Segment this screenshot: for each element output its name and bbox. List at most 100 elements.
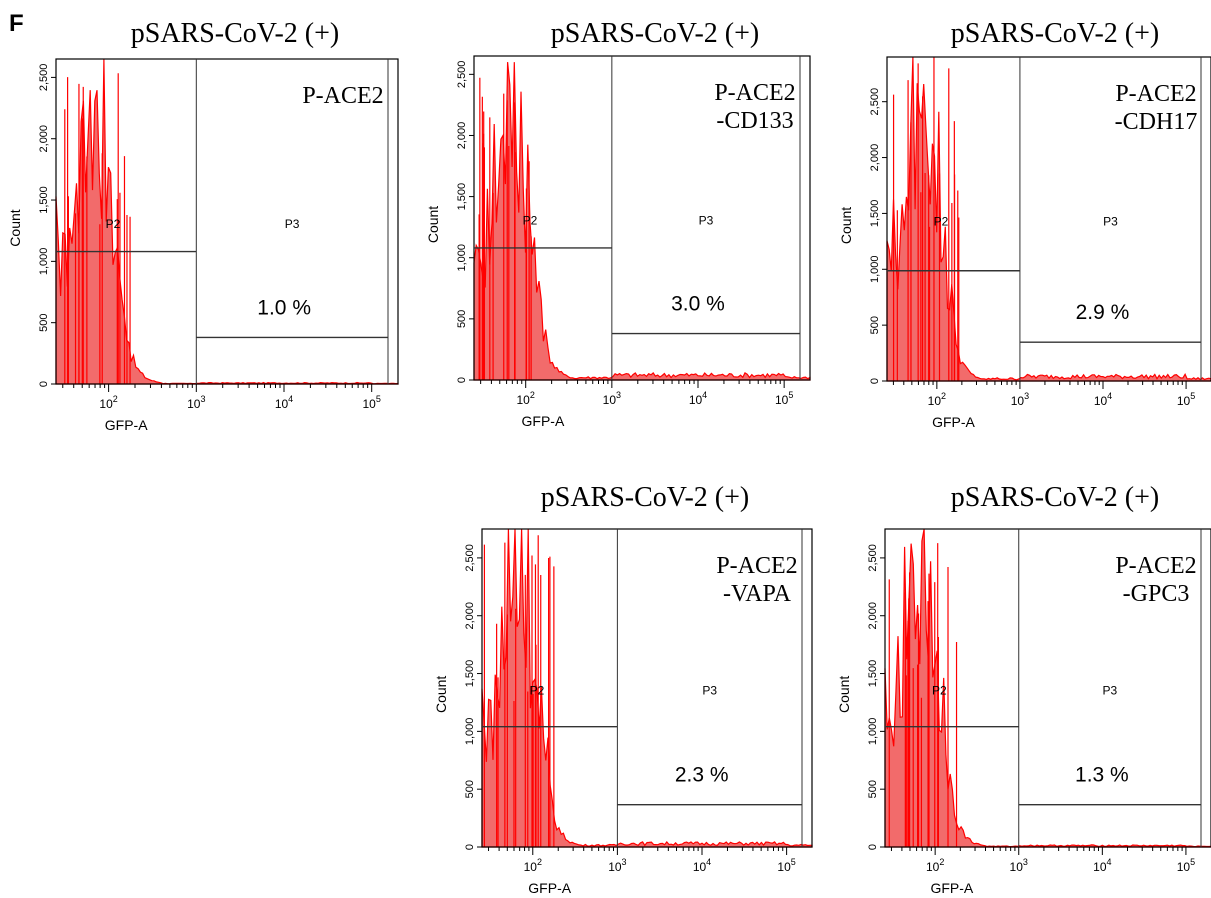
chart-title: pSARS-CoV-2 (+): [541, 482, 749, 513]
histogram-area: [55, 58, 399, 385]
chart-title: pSARS-CoV-2 (+): [551, 18, 759, 49]
x-tick-label: 104: [693, 857, 711, 874]
y-tick-label: 0: [867, 844, 879, 850]
y-tick-label: 1,000: [38, 248, 50, 276]
gate-label: P2: [106, 217, 121, 231]
gate-percent-label: 3.0 %: [671, 293, 725, 316]
sample-label: -CD133: [716, 108, 793, 134]
y-tick-label: 2,000: [867, 602, 879, 630]
x-tick-label: 104: [1094, 391, 1112, 408]
y-tick-label: 1,500: [464, 660, 476, 688]
gate-label: P2: [523, 213, 538, 227]
x-tick-label: 104: [1093, 857, 1111, 874]
gate-percent-label: 1.0 %: [257, 296, 311, 319]
gate-label: P3: [1103, 683, 1118, 697]
x-tick-label: 102: [99, 394, 117, 411]
y-tick-label: 2,500: [38, 64, 50, 92]
panel-label: F: [9, 10, 24, 37]
y-tick-label: 2,000: [464, 602, 476, 630]
x-tick-label: 105: [777, 857, 795, 874]
plot-frame: [473, 55, 811, 381]
y-tick-label: 1,500: [456, 183, 468, 211]
y-axis-label: Count: [425, 206, 441, 243]
y-tick-label: 0: [464, 844, 476, 850]
x-tick-label: 103: [608, 857, 626, 874]
y-tick-label: 1,000: [867, 718, 879, 746]
x-tick-label: 102: [517, 390, 535, 407]
histogram-panel-4: pSARS-CoV-2 (+) P2 P3 2.3 % P-ACE2-VAPA 0 500 1…: [433, 482, 813, 896]
histogram-panel-3: pSARS-CoV-2 (+) P2 P3 2.9 % P-ACE2-CDH17 0 500…: [838, 18, 1211, 430]
gate-label: P2: [530, 683, 545, 697]
y-axis-label: Count: [836, 676, 852, 713]
x-axis-label: GFP-A: [528, 880, 571, 896]
y-tick-label: 500: [464, 780, 476, 798]
gate-label: P3: [1103, 214, 1118, 228]
gate-percent-label: 1.3 %: [1075, 764, 1129, 787]
sample-label: -VAPA: [723, 581, 792, 607]
gate-percent-label: 2.3 %: [675, 764, 729, 787]
y-tick-label: 0: [456, 377, 468, 383]
x-tick-label: 102: [926, 857, 944, 874]
chart-title: pSARS-CoV-2 (+): [951, 18, 1159, 49]
y-tick-label: 0: [38, 381, 50, 387]
y-tick-label: 500: [38, 313, 50, 331]
histogram-panel-2: pSARS-CoV-2 (+) P2 P3 3.0 % P-ACE2-CD133 0 500…: [425, 18, 811, 429]
gate-label: P3: [702, 683, 717, 697]
x-tick-label: 104: [689, 390, 707, 407]
x-axis-label: GFP-A: [930, 880, 973, 896]
x-tick-label: 105: [363, 394, 381, 411]
sample-label: P-ACE2: [1115, 553, 1196, 579]
sample-label: P-ACE2: [302, 83, 383, 109]
x-axis-label: GFP-A: [105, 417, 148, 433]
histogram-panel-5: pSARS-CoV-2 (+) P2 P3 1.3 % P-ACE2-GPC3 0 500 1…: [836, 482, 1211, 896]
y-tick-label: 1,000: [464, 718, 476, 746]
chart-title: pSARS-CoV-2 (+): [131, 18, 339, 49]
y-axis-label: Count: [838, 207, 854, 244]
y-tick-label: 1,000: [869, 256, 881, 284]
y-axis-label: Count: [433, 676, 449, 713]
x-tick-label: 103: [1010, 857, 1028, 874]
x-tick-label: 105: [1177, 857, 1195, 874]
y-tick-label: 0: [869, 378, 881, 384]
x-tick-label: 102: [928, 391, 946, 408]
sample-label: -CDH17: [1115, 109, 1198, 135]
y-tick-label: 1,500: [38, 186, 50, 214]
y-tick-label: 2,000: [456, 122, 468, 150]
y-tick-label: 1,000: [456, 244, 468, 272]
x-tick-label: 103: [603, 390, 621, 407]
plot-frame: [55, 58, 399, 385]
plot-frame: [884, 528, 1211, 848]
y-tick-label: 2,500: [464, 544, 476, 572]
gate-label: P2: [932, 683, 947, 697]
y-tick-label: 2,000: [38, 125, 50, 153]
histogram-panel-1: pSARS-CoV-2 (+) P2 P3 1.0 % P-ACE2 0 500 1,000 1…: [7, 18, 399, 433]
x-tick-label: 102: [524, 857, 542, 874]
plot-frame: [886, 56, 1211, 382]
sample-label: P-ACE2: [716, 553, 797, 579]
y-tick-label: 500: [867, 780, 879, 798]
y-tick-label: 1,500: [869, 200, 881, 228]
gate-label: P2: [934, 214, 949, 228]
y-tick-label: 500: [456, 310, 468, 328]
y-tick-label: 2,000: [869, 144, 881, 172]
y-tick-label: 2,500: [456, 61, 468, 89]
y-tick-label: 2,500: [869, 88, 881, 116]
gate-label: P3: [699, 213, 714, 227]
sample-label: P-ACE2: [1115, 81, 1196, 107]
x-tick-label: 105: [775, 390, 793, 407]
sample-label: P-ACE2: [714, 80, 795, 106]
plot-frame: [481, 528, 813, 848]
gate-percent-label: 2.9 %: [1076, 301, 1130, 324]
x-tick-label: 104: [275, 394, 293, 411]
sample-label: -GPC3: [1123, 581, 1190, 607]
y-tick-label: 2,500: [867, 544, 879, 572]
y-tick-label: 1,500: [867, 660, 879, 688]
y-tick-label: 500: [869, 316, 881, 334]
x-tick-label: 103: [187, 394, 205, 411]
x-tick-label: 105: [1177, 391, 1195, 408]
x-axis-label: GFP-A: [522, 413, 565, 429]
x-axis-label: GFP-A: [932, 414, 975, 430]
y-axis-label: Count: [7, 209, 23, 246]
x-tick-label: 103: [1011, 391, 1029, 408]
